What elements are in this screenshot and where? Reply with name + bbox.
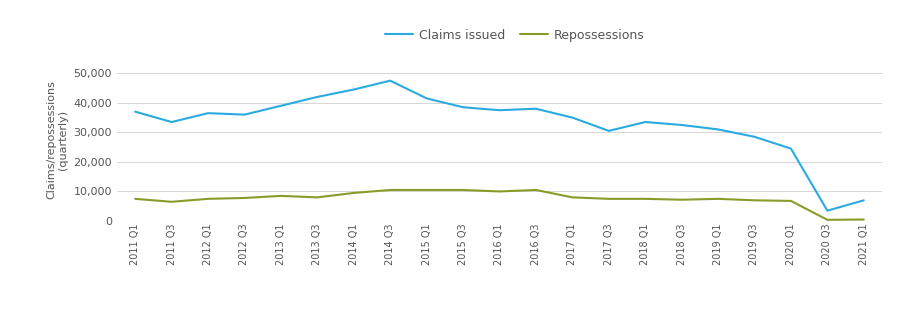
Repossessions	[348, 191, 359, 195]
Repossessions	[275, 194, 286, 198]
Claims issued	[603, 129, 614, 133]
Repossessions	[385, 188, 396, 192]
Claims issued	[640, 120, 651, 124]
Repossessions	[312, 195, 323, 199]
Claims issued	[822, 209, 832, 213]
Repossessions	[786, 199, 796, 203]
Claims issued	[202, 111, 213, 115]
Repossessions	[676, 198, 687, 202]
Claims issued	[239, 113, 250, 117]
Repossessions	[494, 189, 505, 193]
Claims issued	[275, 104, 286, 108]
Repossessions	[530, 188, 541, 192]
Line: Claims issued: Claims issued	[135, 81, 864, 211]
Claims issued	[312, 95, 323, 99]
Repossessions	[202, 197, 213, 201]
Line: Repossessions: Repossessions	[135, 190, 864, 220]
Claims issued	[421, 97, 432, 100]
Repossessions	[822, 218, 832, 222]
Repossessions	[458, 188, 469, 192]
Claims issued	[749, 135, 760, 139]
Repossessions	[567, 195, 578, 199]
Legend: Claims issued, Repossessions: Claims issued, Repossessions	[385, 29, 644, 42]
Repossessions	[130, 197, 140, 201]
Claims issued	[786, 147, 796, 150]
Claims issued	[385, 79, 396, 83]
Claims issued	[859, 198, 869, 202]
Claims issued	[494, 108, 505, 112]
Y-axis label: Claims/repossessions
(quarterly): Claims/repossessions (quarterly)	[47, 80, 68, 199]
Claims issued	[567, 116, 578, 120]
Repossessions	[859, 217, 869, 221]
Repossessions	[421, 188, 432, 192]
Repossessions	[603, 197, 614, 201]
Repossessions	[166, 200, 177, 204]
Claims issued	[348, 87, 359, 91]
Repossessions	[640, 197, 651, 201]
Claims issued	[130, 110, 140, 114]
Claims issued	[166, 120, 177, 124]
Claims issued	[713, 127, 724, 131]
Claims issued	[458, 105, 469, 109]
Claims issued	[676, 123, 687, 127]
Claims issued	[530, 107, 541, 111]
Repossessions	[713, 197, 724, 201]
Repossessions	[749, 198, 760, 202]
Repossessions	[239, 196, 250, 200]
